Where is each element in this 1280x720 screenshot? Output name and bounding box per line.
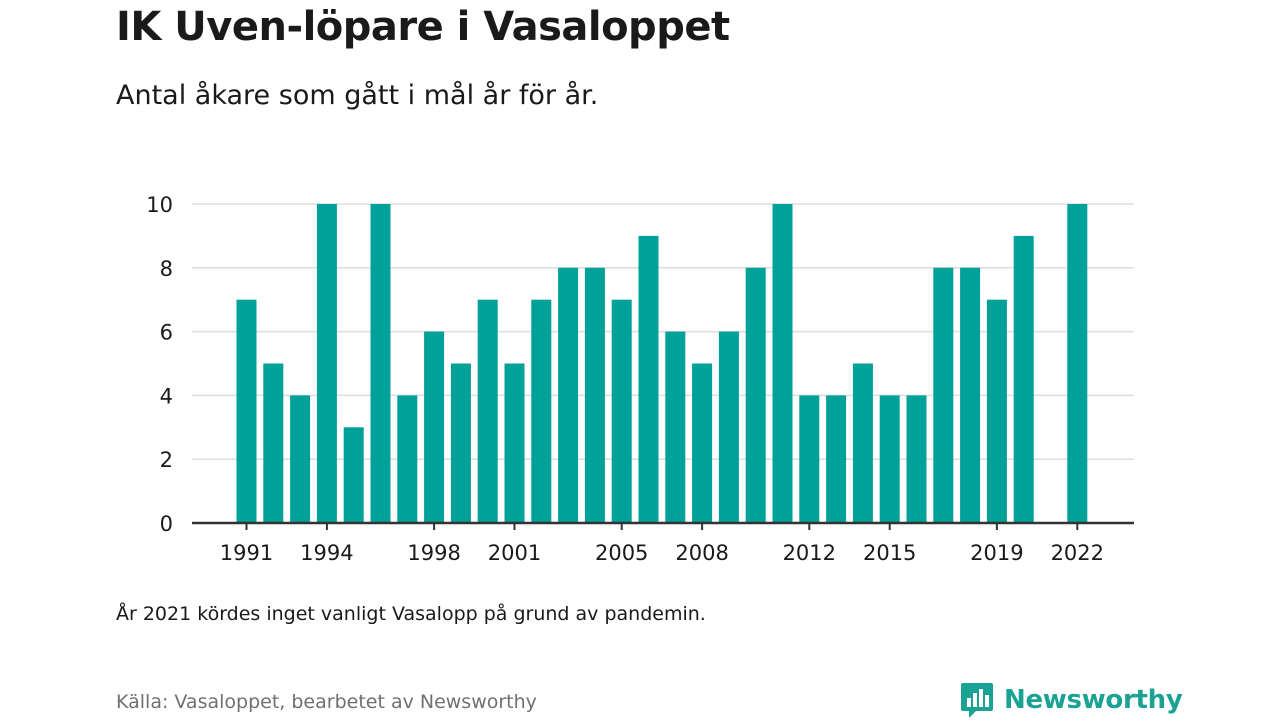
- y-tick-label: 6: [160, 321, 173, 345]
- y-tick-label: 2: [160, 448, 173, 472]
- source-credit: Källa: Vasaloppet, bearbetet av Newswort…: [116, 691, 537, 713]
- bar-2019: [986, 299, 1007, 523]
- y-tick-label: 0: [160, 512, 173, 536]
- newsworthy-bar-chart-logo-icon: [961, 683, 993, 718]
- bar-1992: [263, 363, 284, 523]
- bar-2009: [718, 331, 739, 523]
- bar-2012: [799, 395, 820, 523]
- bar-1994: [316, 204, 337, 523]
- x-tick-label: 1991: [220, 541, 273, 565]
- x-tick-label: 2012: [783, 541, 836, 565]
- logo-text: Newsworthy: [1004, 685, 1183, 715]
- bar-2010: [745, 267, 766, 523]
- bar-2017: [933, 267, 954, 523]
- bar-2006: [638, 235, 659, 523]
- bar-2015: [879, 395, 900, 523]
- x-tick-label: 2019: [970, 541, 1023, 565]
- chart-subtitle: Antal åkare som gått i mål år för år.: [116, 80, 599, 111]
- chart-title: IK Uven-löpare i Vasaloppet: [116, 4, 730, 50]
- bar-2008: [692, 363, 713, 523]
- bars: [236, 204, 1088, 523]
- x-tick-label: 2008: [675, 541, 728, 565]
- bar-2011: [772, 204, 793, 523]
- x-tick-label: 1994: [300, 541, 353, 565]
- x-tick-label: 2005: [595, 541, 648, 565]
- chart-note: År 2021 kördes inget vanligt Vasalopp på…: [116, 603, 706, 625]
- bar-1995: [343, 427, 364, 523]
- bar-2016: [906, 395, 927, 523]
- bar-2022: [1067, 204, 1088, 523]
- bar-1996: [370, 204, 391, 523]
- y-tick-label: 10: [146, 193, 173, 217]
- bar-2002: [531, 299, 552, 523]
- y-tick-label: 4: [160, 384, 173, 408]
- bar-1991: [236, 299, 257, 523]
- bar-2014: [852, 363, 873, 523]
- bar-2003: [558, 267, 579, 523]
- bar-2020: [1013, 235, 1034, 523]
- y-tick-label: 8: [160, 257, 173, 281]
- x-tick-label: 2015: [863, 541, 916, 565]
- bar-2005: [611, 299, 632, 523]
- bar-chart: 0 2 4 6 8 10 1991 1994 1998 2001 2005 2008 2012 2015 2…: [146, 193, 1134, 565]
- bar-2018: [960, 267, 981, 523]
- x-tick-label: 1998: [407, 541, 460, 565]
- bar-1998: [424, 331, 445, 523]
- newsworthy-logo: Newsworthy: [960, 680, 1183, 720]
- bar-2000: [477, 299, 498, 523]
- bar-2004: [584, 267, 605, 523]
- bar-1999: [450, 363, 471, 523]
- bar-1997: [397, 395, 418, 523]
- x-tick-label: 2001: [488, 541, 541, 565]
- bar-1993: [290, 395, 311, 523]
- x-tick-label: 2022: [1051, 541, 1104, 565]
- bar-2007: [665, 331, 686, 523]
- bar-2001: [504, 363, 525, 523]
- bar-2013: [826, 395, 847, 523]
- axes: 0 2 4 6 8 10 1991 1994 1998 2001 2005 2008 2012 2015 2…: [146, 193, 1134, 565]
